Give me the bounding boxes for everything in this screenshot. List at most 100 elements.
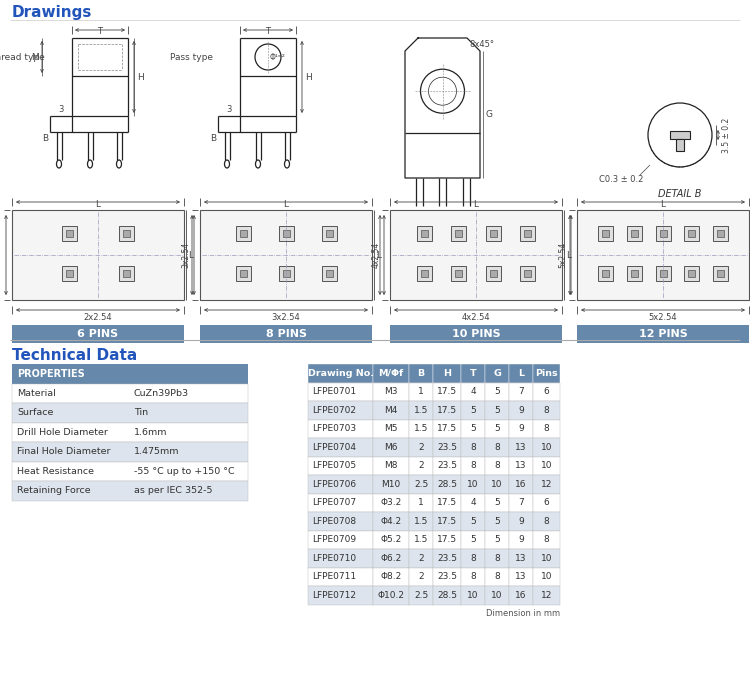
Text: 13: 13: [515, 443, 526, 452]
Bar: [12, 403, 248, 422]
Text: Pins: Pins: [536, 368, 558, 378]
Bar: [239, 230, 247, 237]
Text: Dimension in mm: Dimension in mm: [486, 609, 560, 618]
Bar: [533, 549, 560, 567]
Text: 1.6mm: 1.6mm: [134, 428, 167, 437]
Bar: [509, 419, 533, 438]
Text: 2: 2: [419, 554, 424, 563]
Bar: [417, 266, 432, 281]
Bar: [717, 270, 724, 276]
Bar: [461, 401, 485, 419]
Bar: [12, 364, 248, 383]
Bar: [490, 230, 496, 237]
Text: Material: Material: [17, 389, 56, 398]
Text: -55 °C up to +150 °C: -55 °C up to +150 °C: [134, 466, 235, 476]
Text: 4: 4: [470, 387, 476, 396]
Text: L: L: [473, 200, 478, 209]
Text: C0.3 ± 0.2: C0.3 ± 0.2: [598, 175, 643, 184]
Bar: [278, 266, 293, 281]
Text: Thread type: Thread type: [0, 54, 45, 63]
Bar: [485, 530, 509, 549]
Text: G: G: [485, 110, 492, 119]
Bar: [12, 442, 248, 462]
Bar: [524, 230, 531, 237]
Bar: [322, 266, 337, 281]
Text: 1.475mm: 1.475mm: [134, 447, 179, 456]
Bar: [373, 438, 409, 456]
Bar: [66, 270, 73, 276]
Text: T: T: [98, 27, 103, 36]
Text: 1.5: 1.5: [414, 517, 428, 526]
Bar: [322, 226, 337, 241]
Bar: [509, 494, 533, 512]
Text: 10: 10: [491, 590, 502, 600]
Text: M: M: [32, 52, 39, 61]
Text: 4x2.54: 4x2.54: [371, 242, 380, 268]
Bar: [455, 230, 462, 237]
Text: 9: 9: [518, 535, 524, 544]
Bar: [485, 401, 509, 419]
Bar: [409, 383, 433, 401]
Text: Φ6.2: Φ6.2: [380, 554, 402, 563]
Bar: [455, 270, 462, 276]
Text: 2: 2: [419, 461, 424, 471]
Bar: [123, 230, 130, 237]
Text: 23.5: 23.5: [437, 572, 457, 582]
Bar: [509, 456, 533, 475]
Text: Drawings: Drawings: [12, 5, 92, 20]
Text: LFPE0702: LFPE0702: [312, 406, 356, 415]
Text: 5: 5: [494, 406, 500, 415]
Bar: [485, 364, 509, 383]
Text: H: H: [305, 72, 312, 82]
Bar: [409, 567, 433, 586]
Text: Retaining Force: Retaining Force: [17, 486, 91, 495]
Bar: [627, 226, 642, 241]
Text: 10: 10: [541, 443, 552, 452]
Bar: [373, 512, 409, 530]
Bar: [308, 567, 373, 586]
Bar: [200, 210, 372, 300]
Bar: [486, 266, 501, 281]
Bar: [712, 266, 728, 281]
Bar: [533, 383, 560, 401]
Bar: [236, 226, 250, 241]
Text: 2.5: 2.5: [414, 479, 428, 489]
Text: L: L: [566, 251, 571, 259]
Bar: [461, 419, 485, 438]
Bar: [533, 364, 560, 383]
Bar: [461, 364, 485, 383]
Text: Φ8.2: Φ8.2: [380, 572, 402, 582]
Text: 2: 2: [419, 572, 424, 582]
Text: 8: 8: [470, 554, 476, 563]
Text: 17.5: 17.5: [437, 498, 457, 507]
Text: LFPE0701: LFPE0701: [312, 387, 356, 396]
Text: 7: 7: [518, 498, 524, 507]
Bar: [509, 549, 533, 567]
Bar: [485, 549, 509, 567]
Bar: [602, 230, 609, 237]
Text: 9: 9: [518, 517, 524, 526]
Text: LFPE0708: LFPE0708: [312, 517, 356, 526]
Text: 3: 3: [226, 105, 232, 114]
Text: 23.5: 23.5: [437, 443, 457, 452]
Bar: [461, 494, 485, 512]
Bar: [433, 419, 461, 438]
Bar: [509, 586, 533, 605]
Bar: [533, 438, 560, 456]
Bar: [421, 230, 428, 237]
Text: Φ4.2: Φ4.2: [380, 517, 401, 526]
Text: 6 PINS: 6 PINS: [77, 329, 118, 339]
Bar: [390, 325, 562, 343]
Text: 10: 10: [491, 479, 502, 489]
Bar: [533, 586, 560, 605]
Bar: [509, 401, 533, 419]
Bar: [524, 270, 531, 276]
Bar: [433, 456, 461, 475]
Bar: [533, 512, 560, 530]
Text: 17.5: 17.5: [437, 424, 457, 433]
Bar: [509, 475, 533, 494]
Text: H: H: [443, 368, 451, 378]
Text: 8: 8: [544, 424, 549, 433]
Bar: [433, 475, 461, 494]
Bar: [533, 494, 560, 512]
